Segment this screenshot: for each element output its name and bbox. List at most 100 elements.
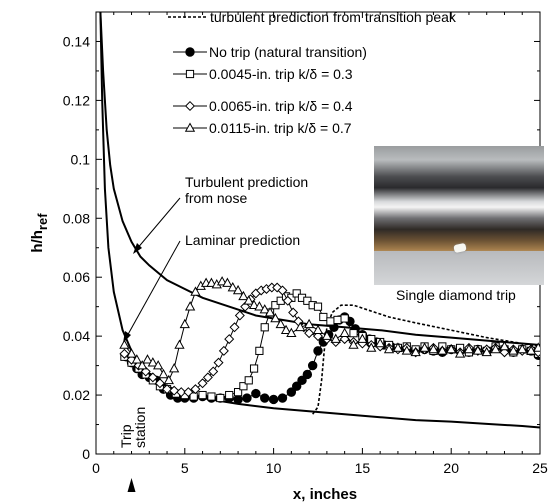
axes-layer: 0 5 10 15 20 25 0 0.02 0.04 0.06 0.08 0.1 0.12 0.14	[63, 12, 548, 476]
y-tick-label: 0.04	[63, 328, 90, 344]
y-tick-label: 0	[82, 446, 90, 462]
data-point-0-0115-in-trip-k-0-7	[463, 343, 475, 354]
legend: turbulent prediction from transition pea…	[168, 9, 457, 136]
legend-entry-3-marker	[184, 100, 196, 112]
data-point-0-0115-in-trip-k-0-7	[126, 348, 137, 358]
data-point-0-0115-in-trip-k-0-7	[184, 301, 196, 311]
turbulent-nose-pointer	[135, 197, 181, 251]
data-point-0-0065-in-trip-k-0-4	[190, 384, 201, 395]
data-point-0-0045-in-trip-k-0-3	[340, 314, 349, 323]
data-point-0-0065-in-trip-k-0-4	[234, 310, 245, 321]
data-point-0-0115-in-trip-k-0-7	[131, 354, 142, 364]
data-point-0-0115-in-trip-k-0-7	[295, 321, 306, 332]
legend-entry-3-label: 0.0065-in. trip k/δ = 0.4	[209, 98, 353, 114]
data-point-no-trip-natural-transition	[307, 360, 318, 371]
x-axis-title: x, inches	[293, 486, 357, 503]
data-point-0-0115-in-trip-k-0-7	[490, 343, 501, 354]
data-point-0-0115-in-trip-k-0-7	[499, 340, 510, 351]
series-layer	[99, 12, 540, 429]
data-point-no-trip-natural-transition	[302, 369, 313, 380]
data-point-0-0045-in-trip-k-0-3	[198, 390, 207, 400]
data-point-0-0045-in-trip-k-0-3	[326, 317, 335, 326]
y-axis-title-main: h/h	[29, 230, 46, 253]
data-point-0-0115-in-trip-k-0-7	[232, 284, 244, 295]
data-point-0-0065-in-trip-k-0-4	[224, 334, 235, 345]
legend-entry-2-marker	[185, 69, 195, 79]
series-line-turbulent-prediction-from-transition-peak	[312, 304, 540, 415]
data-point-0-0115-in-trip-k-0-7	[254, 301, 265, 311]
laminar-label: Laminar prediction	[185, 232, 300, 248]
x-tick-label: 0	[92, 460, 100, 476]
data-point-0-0115-in-trip-k-0-7	[348, 339, 359, 349]
data-point-0-0045-in-trip-k-0-3	[233, 388, 243, 397]
data-point-0-0065-in-trip-k-0-4	[147, 372, 158, 383]
legend-entry-4-marker	[184, 122, 196, 132]
data-point-no-trip-natural-transition	[242, 393, 252, 403]
y-tick-label: 0.1	[71, 151, 91, 167]
data-point-0-0065-in-trip-k-0-4	[202, 372, 213, 383]
data-point-0-0115-in-trip-k-0-7	[153, 360, 164, 370]
y-tick-label: 0.12	[63, 92, 90, 108]
data-point-0-0065-in-trip-k-0-4	[162, 384, 173, 395]
data-point-0-0065-in-trip-k-0-4	[197, 378, 208, 389]
data-point-0-0115-in-trip-k-0-7	[163, 374, 174, 385]
legend-entry-0-label: turbulent prediction from transition pea…	[210, 9, 457, 25]
data-point-no-trip-natural-transition	[277, 393, 288, 403]
y-tick-label: 0.14	[63, 33, 90, 49]
y-tick-label: 0.02	[63, 387, 90, 403]
trip-station-arrow	[127, 478, 136, 492]
x-tick-label: 10	[266, 460, 282, 476]
legend-entry-1-label: No trip (natural transition)	[209, 44, 367, 60]
data-point-0-0115-in-trip-k-0-7	[179, 318, 190, 329]
data-point-0-0115-in-trip-k-0-7	[243, 295, 254, 305]
data-point-0-0045-in-trip-k-0-3	[249, 364, 259, 373]
data-point-0-0065-in-trip-k-0-4	[154, 378, 165, 389]
data-point-0-0115-in-trip-k-0-7	[533, 342, 540, 352]
y-axis-title-subscript: ref	[35, 213, 50, 230]
data-point-0-0115-in-trip-k-0-7	[339, 327, 350, 337]
data-point-0-0115-in-trip-k-0-7	[259, 304, 270, 314]
x-tick-label: 20	[443, 460, 459, 476]
legend-entry-4-label: 0.0115-in. trip k/δ = 0.7	[209, 120, 352, 136]
series-turbulent-prediction-from-transition-peak	[312, 304, 540, 415]
data-point-0-0115-in-trip-k-0-7	[375, 337, 386, 348]
data-point-no-trip-natural-transition	[251, 388, 261, 399]
data-point-0-0115-in-trip-k-0-7	[286, 327, 297, 337]
data-point-0-0115-in-trip-k-0-7	[446, 343, 457, 354]
data-point-0-0045-in-trip-k-0-3	[260, 323, 269, 332]
data-point-no-trip-natural-transition	[268, 394, 279, 405]
data-point-no-trip-natural-transition	[260, 393, 270, 403]
legend-entry-1-marker	[185, 47, 195, 57]
data-point-0-0115-in-trip-k-0-7	[330, 333, 341, 343]
data-point-0-0115-in-trip-k-0-7	[270, 312, 281, 323]
data-point-0-0115-in-trip-k-0-7	[481, 346, 492, 357]
diamond-trip-photo	[374, 146, 544, 285]
data-point-0-0115-in-trip-k-0-7	[454, 348, 466, 358]
data-point-0-0045-in-trip-k-0-3	[292, 289, 301, 298]
data-point-0-0115-in-trip-k-0-7	[190, 286, 201, 296]
x-tick-label: 15	[355, 460, 371, 476]
data-point-0-0115-in-trip-k-0-7	[419, 342, 430, 352]
data-point-0-0115-in-trip-k-0-7	[312, 324, 324, 335]
data-point-0-0115-in-trip-k-0-7	[280, 324, 292, 335]
data-point-0-0115-in-trip-k-0-7	[508, 345, 519, 355]
trip-station-marker	[127, 478, 136, 492]
data-point-no-trip-natural-transition	[313, 346, 323, 356]
data-point-0-0115-in-trip-k-0-7	[392, 342, 404, 352]
data-point-0-0115-in-trip-k-0-7	[147, 357, 158, 367]
y-tick-label: 0.06	[63, 269, 90, 285]
data-point-0-0045-in-trip-k-0-3	[216, 393, 225, 403]
data-point-0-0115-in-trip-k-0-7	[357, 333, 368, 343]
data-point-0-0045-in-trip-k-0-3	[225, 390, 234, 400]
data-point-no-trip-natural-transition	[286, 387, 297, 397]
laminar-pointer	[125, 240, 181, 339]
data-point-0-0115-in-trip-k-0-7	[142, 354, 153, 364]
data-point-0-0115-in-trip-k-0-7	[264, 307, 276, 317]
data-point-no-trip-natural-transition	[291, 381, 302, 391]
data-point-0-0115-in-trip-k-0-7	[383, 343, 395, 354]
data-point-0-0065-in-trip-k-0-4	[282, 295, 293, 306]
data-point-0-0045-in-trip-k-0-3	[244, 376, 253, 385]
data-point-0-0115-in-trip-k-0-7	[227, 281, 238, 292]
turbulent-nose-arrowhead	[133, 243, 142, 254]
data-point-0-0115-in-trip-k-0-7	[472, 345, 483, 355]
